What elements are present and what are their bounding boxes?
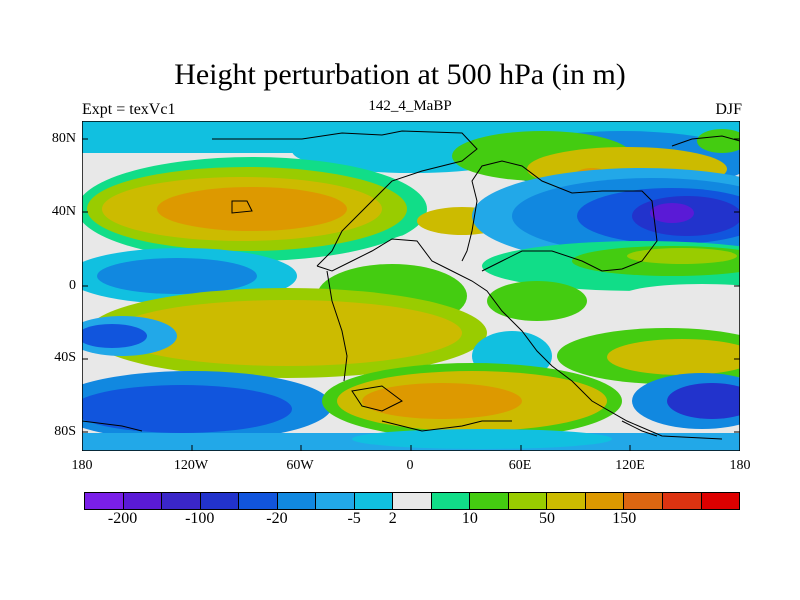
coastline: [351, 385, 403, 412]
colorbar-segment: [585, 493, 625, 509]
coastline: [212, 130, 478, 267]
colorbar-label: -200: [107, 510, 138, 527]
coastline: [231, 200, 253, 214]
lon-tick-label: 180: [71, 458, 93, 473]
lat-tick-label: 80S: [54, 424, 76, 439]
colorbar-segment: [624, 493, 663, 509]
colorbar-label: 2: [388, 510, 397, 527]
lon-tick-label: 0: [406, 458, 414, 473]
coastline: [461, 160, 658, 272]
colorbar-segment: [470, 493, 509, 509]
plot-title: Height perturbation at 500 hPa (in m): [174, 58, 626, 91]
coastline-outlines: [82, 130, 740, 440]
lat-tick-label: 40S: [54, 350, 76, 365]
contour-band: [627, 248, 737, 264]
contour-band: [157, 187, 347, 231]
colorbar-segment: [85, 493, 124, 509]
lon-tick-label: 120E: [615, 458, 645, 473]
contour-band: [352, 429, 612, 449]
experiment-label: Expt = texVc1: [82, 101, 176, 118]
contour-band: [697, 129, 740, 153]
coastline: [316, 238, 723, 440]
contour-map: [82, 121, 740, 451]
colorbar-segment: [123, 493, 163, 509]
colorbar-label: -100: [185, 510, 215, 527]
contour-band: [112, 300, 462, 366]
coastline: [621, 420, 658, 437]
contour-band: [667, 383, 740, 419]
colorbar-label: 10: [461, 510, 478, 527]
contour-field: [82, 121, 740, 451]
colorbar-segment: [277, 493, 317, 509]
colorbar: [84, 492, 740, 510]
lat-tick-label: 40N: [51, 204, 76, 219]
colorbar-segment: [431, 493, 471, 509]
colorbar-segment: [393, 493, 432, 509]
colorbar-label: -5: [347, 510, 361, 527]
lon-tick-label: 60W: [286, 458, 314, 473]
colorbar-segment: [547, 493, 586, 509]
map-tick-marks: [82, 138, 740, 451]
colorbar-segment: [354, 493, 394, 509]
season-label: DJF: [715, 101, 742, 118]
lon-tick-label: 60E: [508, 458, 532, 473]
colorbar-segment: [701, 493, 740, 509]
contour-band: [607, 339, 740, 375]
colorbar-segment: [162, 493, 201, 509]
colorbar-label: 50: [539, 510, 556, 527]
contour-band: [487, 281, 587, 321]
lat-tick-label: 0: [69, 278, 76, 293]
contour-band: [387, 234, 447, 258]
contour-band: [82, 385, 292, 433]
lat-tick-label: 80N: [51, 131, 76, 146]
colorbar-label: -20: [266, 510, 288, 527]
colorbar-label: 150: [612, 510, 637, 527]
coastline: [671, 135, 740, 147]
colorbar-segment: [239, 493, 278, 509]
contour-band: [82, 324, 147, 348]
colorbar-segment: [662, 493, 702, 509]
colorbar-segment: [316, 493, 355, 509]
lon-tick-label: 120W: [173, 458, 209, 473]
contour-band: [650, 203, 694, 223]
lon-tick-label: 180: [729, 458, 751, 473]
colorbar-segment: [508, 493, 548, 509]
contour-band: [362, 383, 522, 419]
contour-band: [622, 284, 740, 308]
coastline: [381, 420, 512, 432]
coastline: [326, 270, 348, 382]
contour-band: [97, 258, 257, 294]
colorbar-segment: [200, 493, 240, 509]
run-label: 142_4_MaBP: [368, 98, 452, 114]
coastline: [82, 420, 143, 432]
